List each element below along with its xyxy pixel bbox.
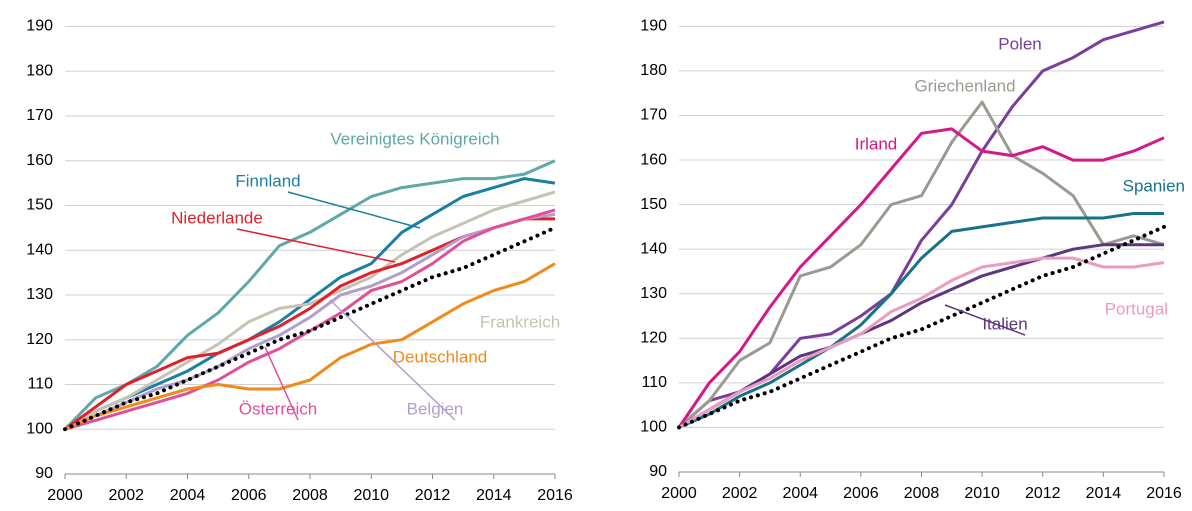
- label-arrow: [944, 304, 1026, 336]
- series-line: [63, 159, 556, 431]
- series-line: [64, 190, 556, 431]
- y-tick-label: 150: [640, 196, 667, 213]
- y-tick-label: 180: [640, 62, 667, 79]
- series-line: [678, 256, 1165, 429]
- x-tick-label: 2010: [353, 487, 389, 504]
- y-tick-label: 190: [26, 18, 53, 35]
- x-tick-label: 2000: [47, 487, 83, 504]
- y-tick-label: 100: [26, 420, 53, 437]
- y-tick-label: 140: [640, 240, 667, 257]
- y-tick-label: 170: [640, 107, 667, 124]
- series-label: Belgien: [407, 399, 464, 418]
- x-tick-label: 2014: [476, 487, 512, 504]
- y-tick-label: 130: [26, 286, 53, 303]
- series-label: Portugal: [1105, 299, 1168, 318]
- series-label: Vereinigtes Königreich: [330, 129, 499, 148]
- series-line: [64, 212, 556, 431]
- series-label: Irland: [855, 134, 898, 153]
- series-label: Frankreich: [480, 312, 560, 331]
- label-arrow: [329, 299, 456, 421]
- x-tick-label: 2012: [1025, 485, 1061, 502]
- x-tick-label: 2008: [292, 487, 328, 504]
- series-label: Spanien: [1123, 176, 1185, 195]
- x-tick-label: 2002: [108, 487, 144, 504]
- series-label: Deutschland: [393, 347, 488, 366]
- label-arrow: [287, 191, 421, 229]
- y-tick-label: 110: [27, 376, 53, 393]
- series-label: Polen: [998, 34, 1041, 53]
- x-tick-label: 2016: [537, 487, 573, 504]
- x-tick-label: 2006: [231, 487, 267, 504]
- y-tick-label: 90: [35, 465, 53, 482]
- series-label: Italien: [982, 314, 1027, 333]
- label-arrow: [236, 228, 396, 263]
- series-line: [677, 224, 1166, 430]
- y-tick-label: 160: [640, 151, 667, 168]
- x-tick-label: 2002: [722, 485, 758, 502]
- series-line: [63, 225, 557, 432]
- series-label: Österreich: [239, 399, 317, 418]
- y-tick-label: 170: [26, 107, 53, 124]
- y-tick-label: 90: [649, 463, 667, 480]
- series-label: Griechenland: [914, 76, 1015, 95]
- x-tick-label: 2008: [904, 485, 940, 502]
- x-tick-label: 2012: [415, 487, 451, 504]
- y-tick-label: 180: [26, 62, 53, 79]
- x-tick-label: 2004: [170, 487, 206, 504]
- y-tick-label: 120: [640, 330, 667, 347]
- y-tick-label: 130: [640, 285, 667, 302]
- x-tick-label: 2014: [1086, 485, 1122, 502]
- y-tick-label: 160: [26, 152, 53, 169]
- x-tick-label: 2004: [782, 485, 818, 502]
- series-line: [64, 177, 556, 431]
- series-label: Niederlande: [171, 208, 263, 227]
- series-line: [64, 262, 556, 431]
- series-line: [678, 100, 1165, 429]
- y-tick-label: 120: [26, 331, 53, 348]
- y-tick-label: 150: [26, 197, 53, 214]
- x-tick-label: 2000: [661, 485, 697, 502]
- series-line: [678, 243, 1164, 429]
- x-tick-label: 2006: [843, 485, 879, 502]
- series-line: [677, 127, 1165, 429]
- series-line: [678, 212, 1164, 429]
- y-tick-label: 190: [640, 18, 667, 35]
- x-tick-label: 2010: [964, 485, 1000, 502]
- label-arrow: [264, 346, 299, 421]
- y-tick-label: 140: [26, 241, 53, 258]
- series-label: Finnland: [235, 171, 300, 190]
- y-tick-label: 110: [641, 374, 667, 391]
- x-tick-label: 2016: [1146, 485, 1182, 502]
- y-tick-label: 100: [640, 419, 667, 436]
